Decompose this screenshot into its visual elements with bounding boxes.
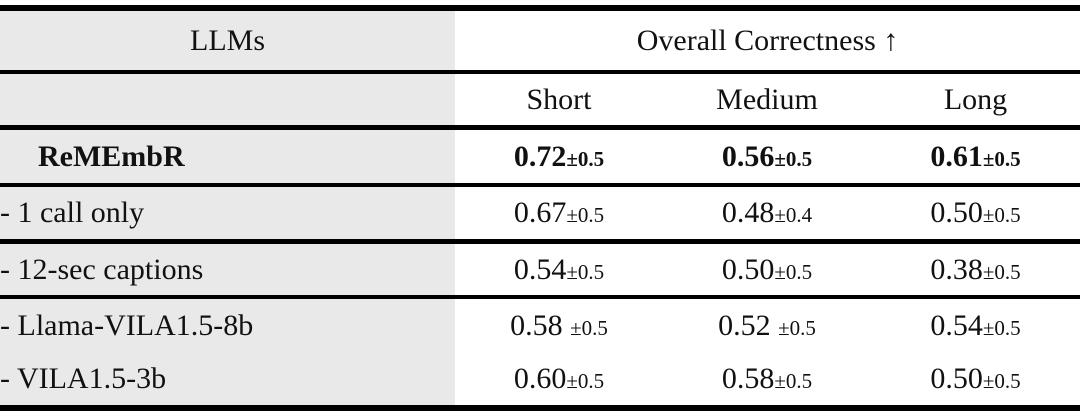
metric-value: 0.54 <box>930 308 983 342</box>
metric-stddev: ±0.5 <box>982 368 1021 393</box>
metric-value: 0.56 <box>721 139 775 173</box>
metric-cell: 0.58±0.5 <box>663 352 871 408</box>
metric-stddev: ±0.5 <box>566 259 605 284</box>
metric-cell: 0.50±0.5 <box>663 242 871 298</box>
metric-cell: 0.54±0.5 <box>871 297 1080 352</box>
overall-correctness-header: Overall Correctness ↑ <box>636 23 899 57</box>
metric-stddev: ±0.4 <box>774 203 813 227</box>
metric-stddev: ±0.5 <box>982 315 1021 340</box>
metric-stddev: ±0.5 <box>982 203 1021 227</box>
table-row-vila-3b: - VILA1.5-3b 0.60±0.5 0.58±0.5 0.50±0.5 <box>0 352 1080 408</box>
metric-cell: 0.58 ±0.5 <box>455 297 663 352</box>
metric-cell: 0.67±0.5 <box>455 185 663 242</box>
metric-cell: 0.50±0.5 <box>871 352 1080 408</box>
metric-value: 0.48 <box>721 196 775 229</box>
subheader-medium: Medium <box>716 82 818 116</box>
metric-value: 0.58 <box>721 361 775 395</box>
metric-cell: 0.54±0.5 <box>455 242 663 298</box>
metric-value: 0.38 <box>930 252 983 286</box>
metric-value: 0.52 <box>718 308 779 342</box>
metric-value: 0.72 <box>513 139 567 173</box>
row-label: - Llama-VILA1.5-8b <box>0 297 455 352</box>
metric-cell: 0.50±0.5 <box>871 185 1080 242</box>
table-row-remembr: ReMEmbR 0.72±0.5 0.56±0.5 0.61±0.5 <box>0 127 1080 186</box>
subheader-long: Long <box>943 82 1008 116</box>
metric-cell: 0.38±0.5 <box>871 242 1080 298</box>
metric-stddev: ±0.5 <box>774 146 813 171</box>
metric-stddev: ±0.5 <box>774 368 813 393</box>
metric-cell: 0.52 ±0.5 <box>663 297 871 352</box>
row-label: - VILA1.5-3b <box>0 352 455 408</box>
table-row-llama-vila-8b: - Llama-VILA1.5-8b 0.58 ±0.5 0.52 ±0.5 0… <box>0 297 1080 352</box>
metric-value: 0.50 <box>930 196 983 229</box>
metric-value: 0.67 <box>513 196 567 229</box>
metric-cell: 0.61±0.5 <box>871 128 1080 186</box>
metric-value: 0.58 <box>510 308 571 342</box>
llms-header-cell: LLMs <box>0 8 455 72</box>
metric-stddev: ±0.5 <box>982 259 1021 284</box>
table-subheader-row: Short Medium Long <box>0 72 1080 128</box>
table-row-1-call-only: - 1 call only 0.67±0.5 0.48±0.4 0.50±0.5 <box>0 185 1080 242</box>
metric-stddev: ±0.5 <box>982 146 1021 171</box>
table-header-row: LLMs Overall Correctness ↑ <box>0 8 1080 72</box>
row-label: ReMEmbR <box>0 127 455 185</box>
metric-cell: 0.60±0.5 <box>455 352 663 408</box>
metric-stddev: ±0.5 <box>566 146 605 171</box>
row-label: - 12-sec captions <box>0 241 455 297</box>
results-table: LLMs Overall Correctness ↑ Short Medium … <box>0 5 1080 411</box>
metric-cell: 0.56±0.5 <box>663 128 871 186</box>
empty-corner-cell <box>0 72 455 128</box>
metric-stddev: ±0.5 <box>778 315 816 340</box>
metric-cell: 0.48±0.4 <box>663 185 871 242</box>
metric-stddev: ±0.5 <box>566 368 605 393</box>
metric-cell: 0.72±0.5 <box>455 128 663 186</box>
table-row-12-sec-captions: - 12-sec captions 0.54±0.5 0.50±0.5 0.38… <box>0 241 1080 298</box>
metric-stddev: ±0.5 <box>570 315 608 340</box>
metric-value: 0.61 <box>930 139 983 173</box>
metric-value: 0.60 <box>513 361 567 395</box>
metric-stddev: ±0.5 <box>566 203 605 227</box>
metric-stddev: ±0.5 <box>774 259 813 284</box>
metric-value: 0.54 <box>513 252 567 286</box>
row-label: - 1 call only <box>0 185 455 242</box>
metric-value: 0.50 <box>930 361 983 395</box>
subheader-short: Short <box>526 82 592 116</box>
metric-value: 0.50 <box>721 252 775 286</box>
